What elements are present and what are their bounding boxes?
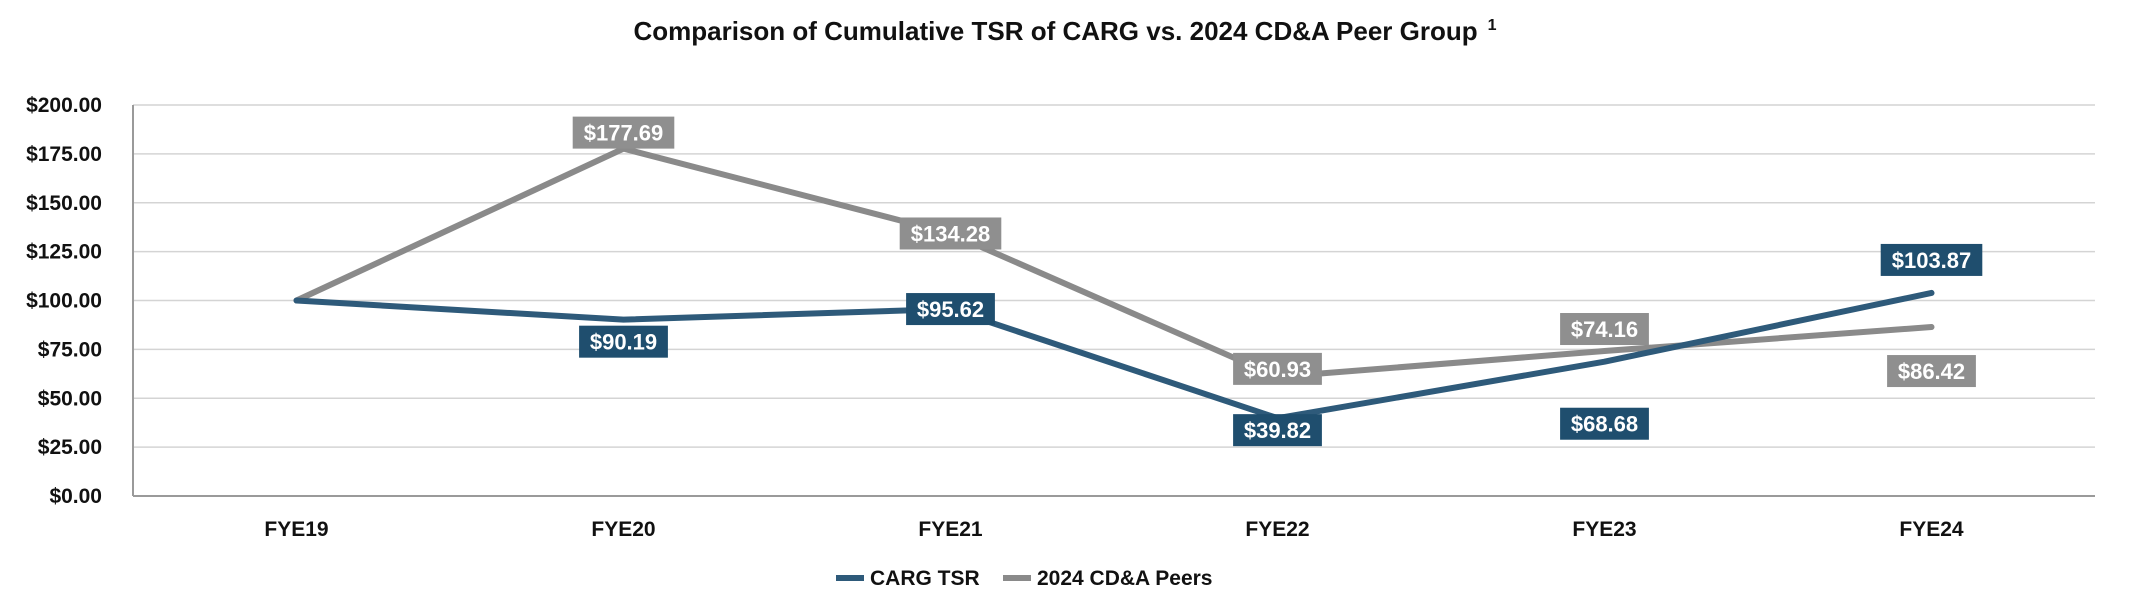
series-line-cda-peers xyxy=(293,145,1935,380)
data-label-group: $90.19 xyxy=(579,325,668,358)
y-tick-label: $100.00 xyxy=(26,290,102,313)
y-tick-label: $75.00 xyxy=(38,338,102,361)
data-label: $86.42 xyxy=(1898,359,1965,384)
y-tick-label: $200.00 xyxy=(26,94,102,117)
series-line-carg-tsr xyxy=(293,289,1935,422)
data-label-background xyxy=(1233,414,1322,447)
x-tick-label: FYE24 xyxy=(1899,518,1964,541)
data-label: $60.93 xyxy=(1244,357,1311,382)
data-label: $95.62 xyxy=(917,297,984,322)
y-tick-label: $50.00 xyxy=(38,387,102,410)
legend: CARG TSR 2024 CD&A Peers xyxy=(836,567,1213,590)
legend-label: CARG TSR xyxy=(870,567,980,590)
data-label-group: $39.82 xyxy=(1233,414,1322,447)
data-label-group: $86.42 xyxy=(1887,355,1976,388)
x-tick-label: FYE23 xyxy=(1572,518,1636,541)
data-label-group: $68.68 xyxy=(1560,407,1649,440)
data-label: $177.69 xyxy=(584,121,664,146)
data-label-background xyxy=(1887,355,1976,388)
data-label-background xyxy=(1233,352,1322,385)
x-tick-label: FYE19 xyxy=(264,518,328,541)
data-label-group: $134.28 xyxy=(899,217,1002,250)
x-tick-label: FYE22 xyxy=(1245,518,1309,541)
data-label: $68.68 xyxy=(1571,412,1638,437)
chart-title-superscript: 1 xyxy=(1488,17,1497,34)
data-label: $103.87 xyxy=(1892,248,1972,273)
data-label-group: $60.93 xyxy=(1233,352,1322,385)
y-tick-label: $125.00 xyxy=(26,241,102,264)
y-tick-label: $175.00 xyxy=(26,143,102,166)
data-label-background xyxy=(1880,243,1983,276)
chart-title-text: Comparison of Cumulative TSR of CARG vs.… xyxy=(633,16,1477,46)
data-label: $74.16 xyxy=(1571,317,1638,342)
data-label-group: $177.69 xyxy=(572,116,675,149)
data-label-background xyxy=(1560,313,1649,346)
series-lines xyxy=(293,145,1935,422)
y-tick-label: $150.00 xyxy=(26,192,102,215)
data-label: $90.19 xyxy=(590,330,657,355)
data-label-group: $74.16 xyxy=(1560,313,1649,346)
data-label-background xyxy=(899,217,1002,250)
data-label: $39.82 xyxy=(1244,418,1311,443)
data-label-background xyxy=(572,116,675,149)
data-label-background xyxy=(579,325,668,358)
x-axis-tick-labels: FYE19 FYE20 FYE21 FYE22 FYE23 FYE24 xyxy=(264,518,1964,541)
y-tick-label: $25.00 xyxy=(38,436,102,459)
y-tick-label: $0.00 xyxy=(49,485,102,508)
chart-title: Comparison of Cumulative TSR of CARG vs.… xyxy=(633,16,1496,46)
x-tick-label: FYE20 xyxy=(591,518,655,541)
x-tick-label: FYE21 xyxy=(918,518,983,541)
data-label-background xyxy=(1560,407,1649,440)
data-label-group: $103.87 xyxy=(1880,243,1983,276)
gridlines xyxy=(132,104,2095,497)
data-label-background xyxy=(906,293,995,326)
data-label: $134.28 xyxy=(911,221,991,246)
data-labels: $177.69 $134.28 $60.93 $74.16 $86.42 $90.19 $9… xyxy=(572,116,1983,447)
data-label-group: $95.62 xyxy=(906,293,995,326)
y-axis-tick-labels: $0.00 $25.00 $50.00 $75.00 $100.00 $125.00 $15… xyxy=(26,94,102,508)
legend-label: 2024 CD&A Peers xyxy=(1037,567,1213,590)
